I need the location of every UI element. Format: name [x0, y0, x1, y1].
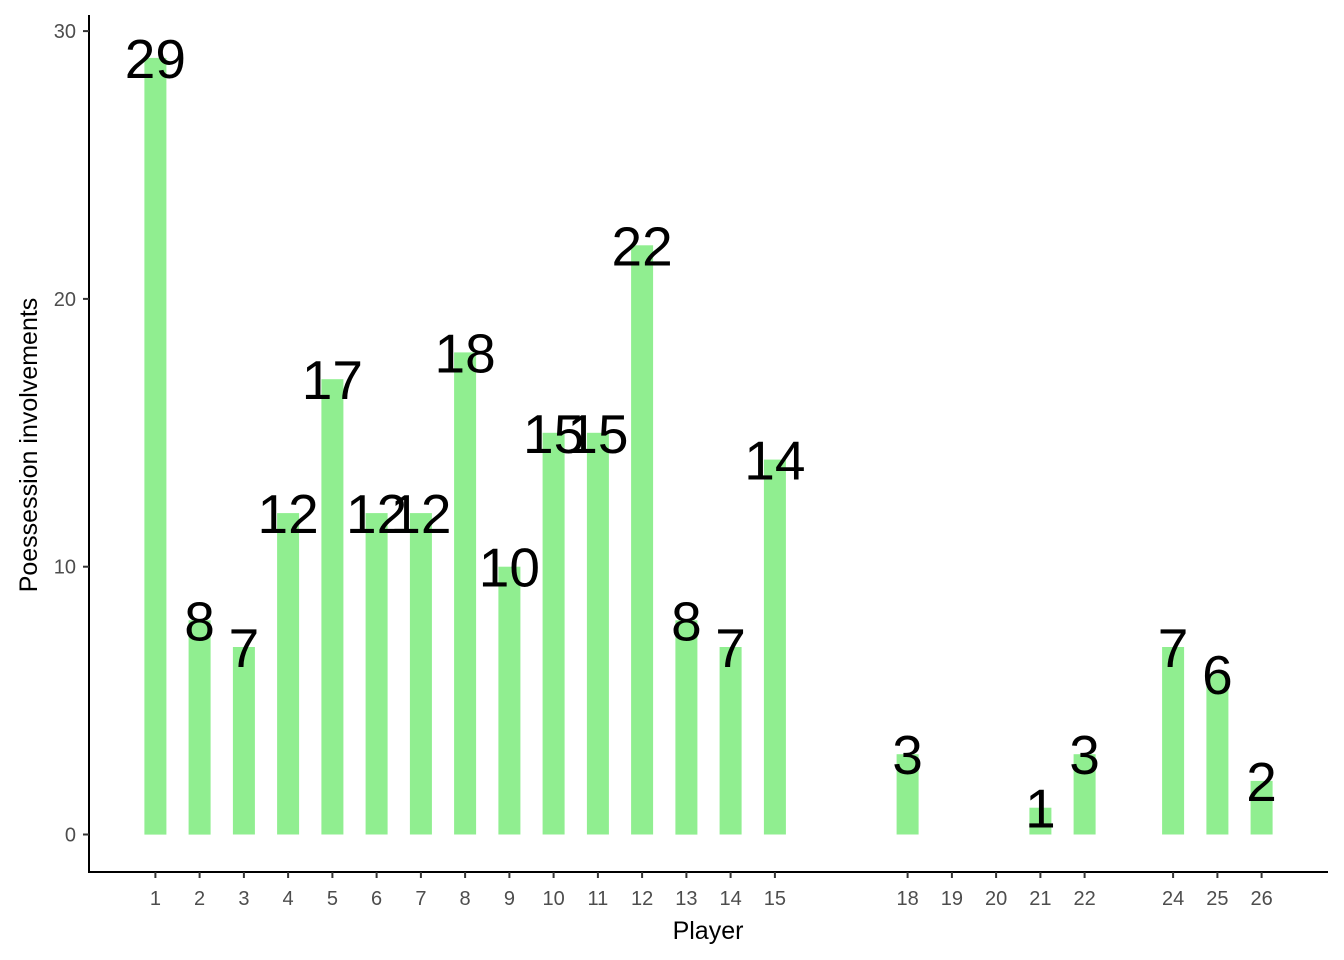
data-label-player-10: 15 — [523, 403, 584, 465]
bar-player-8 — [454, 352, 477, 835]
data-label-player-9: 10 — [479, 537, 540, 599]
x-axis-title: Player — [673, 917, 744, 945]
bar-player-11 — [586, 432, 609, 835]
bar-player-7 — [409, 513, 432, 835]
bar-player-10 — [542, 432, 565, 835]
x-tick-label: 8 — [460, 888, 471, 910]
bar-player-18 — [896, 754, 919, 835]
x-tick-label: 9 — [504, 888, 515, 910]
x-tick-label: 3 — [238, 888, 249, 910]
bar-player-3 — [232, 647, 255, 835]
data-label-player-22: 3 — [1069, 724, 1100, 786]
bar-player-2 — [188, 620, 211, 835]
x-tick-label: 2 — [194, 888, 205, 910]
y-tick-label: 30 — [54, 21, 76, 43]
x-tick-label: 10 — [542, 888, 564, 910]
y-tick-label: 0 — [65, 825, 76, 847]
bar-player-9 — [498, 566, 521, 835]
x-tick-label: 1 — [150, 888, 161, 910]
x-tick-label: 26 — [1250, 888, 1272, 910]
bars-group — [144, 57, 1273, 835]
x-tick-label: 6 — [371, 888, 382, 910]
x-tick-label: 14 — [719, 888, 741, 910]
bar-player-26 — [1250, 780, 1273, 835]
y-tick-label: 20 — [54, 289, 76, 311]
bar-player-25 — [1206, 673, 1229, 835]
data-label-player-1: 29 — [125, 28, 186, 90]
bar-player-5 — [321, 379, 344, 835]
data-label-player-14: 7 — [715, 617, 746, 679]
bar-player-13 — [675, 620, 698, 835]
x-tick-label: 24 — [1162, 888, 1184, 910]
x-tick-label: 4 — [283, 888, 294, 910]
bar-player-14 — [719, 647, 742, 835]
x-tick-label: 15 — [764, 888, 786, 910]
bar-player-1 — [144, 57, 167, 835]
data-label-player-3: 7 — [229, 617, 260, 679]
data-label-player-11: 15 — [567, 403, 628, 465]
data-label-player-4: 12 — [258, 483, 319, 545]
x-tick-label: 11 — [588, 888, 609, 910]
data-label-player-8: 18 — [435, 322, 496, 384]
y-tick-label: 10 — [54, 557, 76, 579]
data-label-player-13: 8 — [671, 590, 702, 652]
data-label-player-7: 12 — [390, 483, 451, 545]
x-tick-label: 25 — [1206, 888, 1228, 910]
bar-player-12 — [631, 245, 654, 835]
bar-player-22 — [1073, 754, 1096, 835]
x-tick-label: 21 — [1029, 888, 1051, 910]
data-label-player-12: 22 — [612, 215, 673, 277]
data-label-player-2: 8 — [184, 590, 215, 652]
x-tick-label: 7 — [415, 888, 426, 910]
y-axis-title: Poessession involvements — [15, 298, 43, 593]
bar-player-24 — [1162, 647, 1185, 835]
data-label-player-25: 6 — [1202, 644, 1233, 706]
data-label-player-6: 12 — [346, 483, 407, 545]
x-tick-label: 20 — [985, 888, 1007, 910]
bar-player-6 — [365, 513, 388, 835]
bar-player-15 — [763, 459, 786, 835]
data-label-player-24: 7 — [1158, 617, 1189, 679]
data-label-player-26: 2 — [1246, 751, 1277, 813]
data-label-player-18: 3 — [892, 724, 923, 786]
y-axis-ticks: 0 10 20 30 — [54, 21, 89, 847]
x-axis-ticks: 1 2 3 4 5 6 7 8 9 10 11 12 13 14 15 18 19 20 21 22 24 25 26 — [150, 872, 1273, 910]
bar-player-21 — [1029, 807, 1052, 835]
x-tick-label: 12 — [631, 888, 653, 910]
x-tick-label: 5 — [327, 888, 338, 910]
data-label-player-5: 17 — [302, 349, 363, 411]
bar-player-4 — [277, 513, 300, 835]
data-label-player-15: 14 — [744, 430, 805, 492]
x-tick-label: 18 — [896, 888, 918, 910]
data-label-player-21: 1 — [1025, 778, 1056, 840]
x-tick-label: 22 — [1073, 888, 1095, 910]
x-tick-label: 13 — [675, 888, 697, 910]
x-tick-label: 19 — [941, 888, 963, 910]
